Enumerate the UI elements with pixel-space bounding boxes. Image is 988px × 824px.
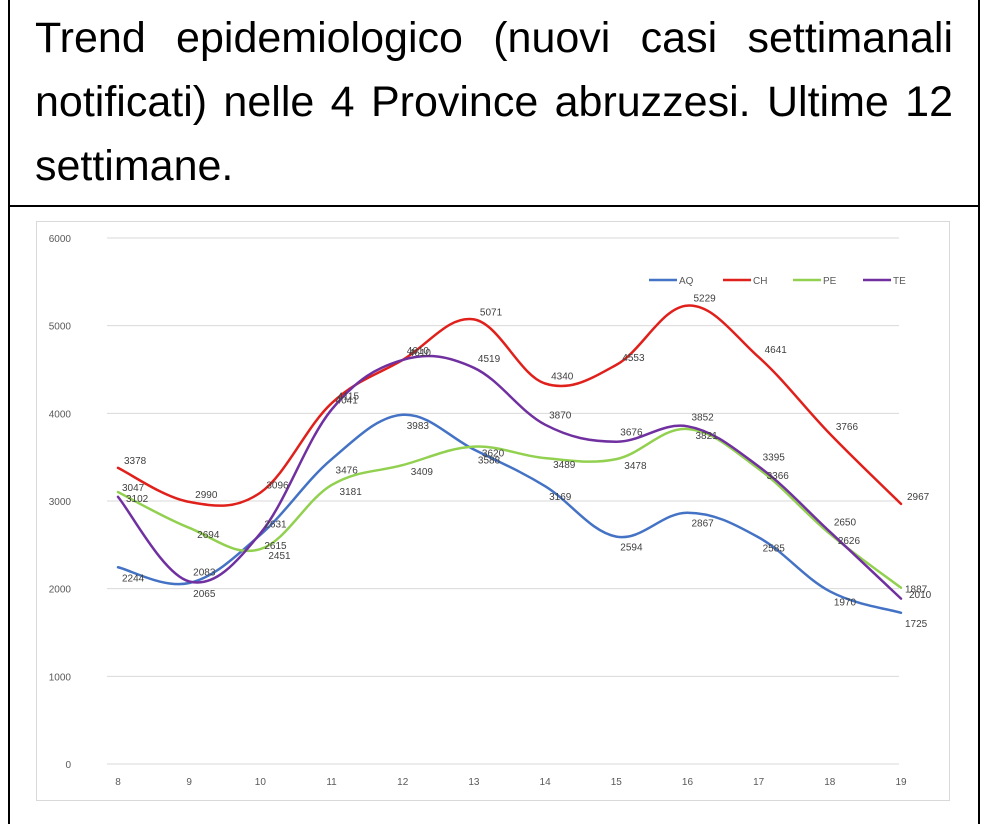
legend-label-pe: PE <box>823 276 837 287</box>
data-label: 4115 <box>338 391 360 402</box>
data-label: 4641 <box>765 345 788 356</box>
data-label: 2594 <box>620 543 643 554</box>
data-label: 3852 <box>691 412 714 423</box>
x-tick-label: 19 <box>895 777 907 788</box>
x-tick-label: 12 <box>397 777 409 788</box>
data-label: 3870 <box>549 411 572 422</box>
series-lines <box>116 304 903 615</box>
x-tick-label: 11 <box>326 777 337 788</box>
x-axis-labels: 8 9 10 11 12 13 14 15 16 17 18 19 <box>115 777 907 788</box>
data-label: 2083 <box>193 567 216 578</box>
data-label: 4340 <box>551 372 574 383</box>
y-tick-label: 4000 <box>49 409 72 420</box>
data-label: 2451 <box>268 551 291 562</box>
data-label: 2694 <box>197 530 220 541</box>
x-tick-label: 17 <box>753 777 765 788</box>
data-label: 1887 <box>905 585 928 596</box>
y-tick-label: 3000 <box>49 497 72 508</box>
data-label: 3588 <box>478 455 501 466</box>
x-tick-label: 13 <box>468 777 480 788</box>
data-label: 3047 <box>122 483 145 494</box>
data-label: 5071 <box>480 307 503 318</box>
data-label: 3983 <box>407 421 430 432</box>
data-label: 3821 <box>695 431 718 442</box>
data-label: 2631 <box>264 519 287 530</box>
data-label: 4610 <box>407 346 430 357</box>
chart-area: 0 1000 2000 3000 4000 5000 6000 8 9 10 11 12 13 14 15… <box>36 221 950 801</box>
data-label: 3766 <box>836 422 859 433</box>
data-label: 5229 <box>693 294 716 305</box>
data-label: 1725 <box>905 619 928 630</box>
data-label: 2650 <box>834 518 857 529</box>
data-label: 4041 <box>336 396 359 407</box>
data-label: 2867 <box>691 519 714 530</box>
data-label: 3169 <box>549 492 572 503</box>
y-tick-label: 5000 <box>49 322 72 333</box>
data-label: 3476 <box>336 465 359 476</box>
x-tick-label: 18 <box>824 777 836 788</box>
data-label: 2626 <box>838 536 861 547</box>
table-frame <box>8 0 980 824</box>
data-label: 2010 <box>909 590 932 601</box>
data-label: 3620 <box>482 449 505 460</box>
data-label: 3478 <box>624 461 647 472</box>
data-label: 4553 <box>622 353 645 364</box>
y-tick-label: 0 <box>65 760 71 771</box>
data-label: 3409 <box>411 467 434 478</box>
y-tick-label: 6000 <box>49 234 72 245</box>
data-label: 2990 <box>195 490 218 501</box>
x-tick-label: 9 <box>186 777 192 788</box>
y-axis-labels: 0 1000 2000 3000 4000 5000 6000 <box>49 234 72 771</box>
line-chart: 0 1000 2000 3000 4000 5000 6000 8 9 10 11 12 13 14 15… <box>49 234 932 788</box>
x-tick-label: 8 <box>115 777 121 788</box>
x-tick-label: 14 <box>540 777 552 788</box>
data-label: 3676 <box>620 428 643 439</box>
legend-label-te: TE <box>893 276 906 287</box>
data-labels: 2244 2065 2615 3476 3983 3588 3169 2594 2867 2585… <box>122 294 932 630</box>
data-label: 3102 <box>126 494 149 505</box>
data-label: 2065 <box>193 589 216 600</box>
data-label: 3378 <box>124 456 147 467</box>
series-line-ch <box>116 304 903 507</box>
legend-label-aq: AQ <box>679 276 694 287</box>
data-label: 2585 <box>763 543 786 554</box>
y-tick-label: 2000 <box>49 585 72 596</box>
data-label: 4610 <box>409 348 432 359</box>
legend-label-ch: CH <box>753 276 767 287</box>
data-label: 3096 <box>266 481 289 492</box>
data-label: 3366 <box>767 471 790 482</box>
gridlines <box>107 237 899 765</box>
data-label: 3395 <box>763 452 786 463</box>
legend: AQ CH PE TE <box>649 276 906 287</box>
data-label: 3181 <box>340 487 363 498</box>
x-tick-label: 15 <box>611 777 623 788</box>
data-label: 2615 <box>264 541 287 552</box>
series-line-te <box>116 354 903 600</box>
y-tick-label: 1000 <box>49 672 72 683</box>
page-title: Trend epidemiologico (nuovi casi settima… <box>35 14 953 190</box>
data-label: 4519 <box>478 354 501 365</box>
title-cell: Trend epidemiologico (nuovi casi settima… <box>8 0 980 207</box>
x-tick-label: 16 <box>682 777 694 788</box>
data-label: 2967 <box>907 492 930 503</box>
data-label: 1970 <box>834 597 857 608</box>
x-tick-label: 10 <box>255 777 267 788</box>
data-label: 2244 <box>122 573 145 584</box>
series-line-pe <box>116 427 903 590</box>
data-label: 3489 <box>553 460 576 471</box>
series-line-aq <box>116 413 903 615</box>
